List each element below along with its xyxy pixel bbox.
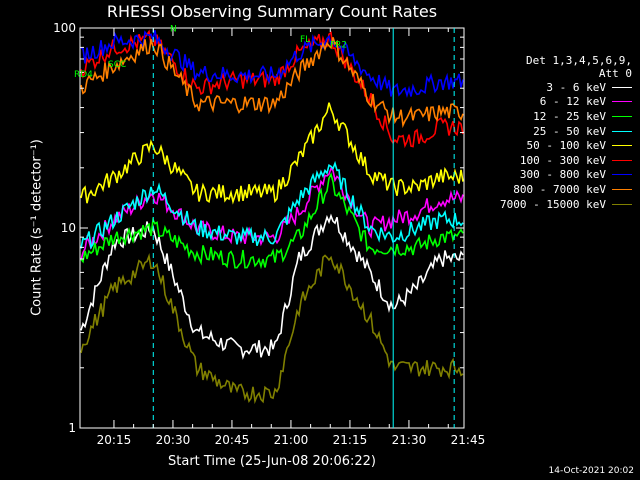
legend-header-line-1: Det 1,3,4,5,6,9, xyxy=(526,54,632,67)
legend-swatch xyxy=(612,130,632,132)
x-tick-label: 20:30 xyxy=(156,433,191,447)
y-axis-label: Count Rate (s⁻¹ detector⁻¹) xyxy=(29,139,45,316)
x-tick-label: 21:45 xyxy=(451,433,486,447)
x-axis-label: Start Time (25-Jun-08 20:06:22) xyxy=(168,454,376,469)
x-tick-label: 20:45 xyxy=(215,433,250,447)
x-tick-label: 21:15 xyxy=(333,433,368,447)
series-line-7 xyxy=(80,37,464,129)
legend-item: 800 - 7000 keV xyxy=(478,182,638,197)
legend-item-label: 800 - 7000 keV xyxy=(513,182,606,196)
legend-item-label: 50 - 100 keV xyxy=(526,139,606,153)
legend-item: 6 - 12 keV xyxy=(478,95,638,110)
legend-item: 100 - 300 keV xyxy=(478,153,638,168)
legend-item: 7000 - 15000 keV xyxy=(478,197,638,212)
y-tick-label: 10 xyxy=(61,221,76,235)
annotation-rd4: RD4 xyxy=(74,70,93,80)
x-tick-label: 21:00 xyxy=(274,433,309,447)
legend: Det 1,3,4,5,6,9, Att 0 3 - 6 keV 6 - 12 k… xyxy=(478,54,638,211)
legend-item-label: 12 - 25 keV xyxy=(533,109,606,123)
legend-item: 300 - 800 keV xyxy=(478,168,638,183)
legend-item-label: 3 - 6 keV xyxy=(546,80,606,94)
annotation-n: N xyxy=(170,25,177,35)
legend-item-label: 7000 - 15000 keV xyxy=(500,197,606,211)
series-line-4 xyxy=(80,102,464,205)
chart-title: RHESSI Observing Summary Count Rates xyxy=(106,2,438,21)
series-line-1 xyxy=(80,166,464,261)
legend-item: 12 - 25 keV xyxy=(478,109,638,124)
timestamp: 14-Oct-2021 20:02 xyxy=(548,466,634,476)
legend-swatch xyxy=(612,101,632,103)
series-line-3 xyxy=(80,160,464,250)
legend-item: 50 - 100 keV xyxy=(478,138,638,153)
legend-item-label: 300 - 800 keV xyxy=(519,168,606,182)
legend-swatch xyxy=(612,188,632,190)
legend-swatch xyxy=(612,203,632,205)
y-tick-label: 100 xyxy=(53,21,76,35)
legend-header-line-2: Att 0 xyxy=(598,67,632,80)
legend-item-label: 100 - 300 keV xyxy=(519,153,606,167)
y-tick-label: 1 xyxy=(68,421,76,435)
legend-swatch xyxy=(612,115,632,117)
annotation-scc: SCC xyxy=(108,60,126,70)
legend-swatch xyxy=(612,86,632,88)
legend-item-label: 6 - 12 keV xyxy=(539,95,606,109)
annotation-fl: FL xyxy=(300,35,310,45)
series-line-2 xyxy=(80,172,464,270)
plot-frame xyxy=(79,27,465,429)
x-tick-label: 20:15 xyxy=(97,433,132,447)
legend-swatch xyxy=(612,174,632,176)
legend-item-label: 25 - 50 keV xyxy=(533,124,606,138)
legend-item: 25 - 50 keV xyxy=(478,124,638,139)
x-tick-label: 21:30 xyxy=(392,433,427,447)
legend-swatch xyxy=(612,159,632,161)
legend-item: 3 - 6 keV xyxy=(478,80,638,95)
series-line-0 xyxy=(80,213,464,360)
series-line-6 xyxy=(80,30,464,99)
legend-swatch xyxy=(612,145,632,147)
series-line-8 xyxy=(80,253,464,405)
annotation-fr2: FR2 xyxy=(330,40,347,50)
